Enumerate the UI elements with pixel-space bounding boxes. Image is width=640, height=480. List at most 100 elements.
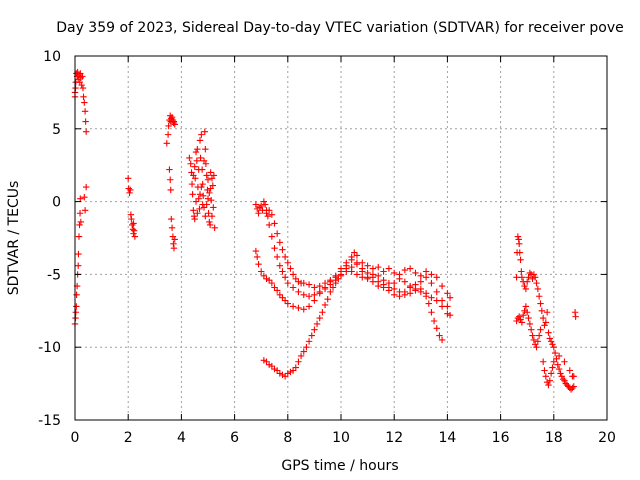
data-point bbox=[551, 349, 559, 357]
data-point bbox=[273, 287, 281, 294]
data-point bbox=[332, 279, 339, 287]
data-point bbox=[300, 306, 307, 313]
data-point bbox=[332, 272, 339, 280]
x-tick-label: 16 bbox=[492, 430, 510, 446]
data-point bbox=[72, 84, 79, 92]
x-axis-label: GPS time / hours bbox=[281, 458, 398, 474]
data-point bbox=[163, 140, 170, 147]
data-point bbox=[82, 128, 90, 135]
data-point bbox=[197, 154, 204, 162]
data-point bbox=[196, 205, 203, 213]
data-point bbox=[364, 262, 371, 269]
data-point bbox=[327, 288, 334, 296]
data-point bbox=[425, 300, 432, 307]
data-point bbox=[260, 198, 268, 205]
data-point bbox=[561, 377, 568, 384]
data-point bbox=[391, 291, 398, 298]
data-point bbox=[537, 326, 544, 333]
data-point bbox=[436, 332, 443, 339]
data-point bbox=[167, 176, 174, 183]
data-point bbox=[430, 317, 438, 325]
data-point bbox=[199, 180, 206, 188]
data-point bbox=[526, 320, 534, 328]
data-point bbox=[531, 274, 539, 281]
data-point bbox=[202, 145, 209, 153]
data-point bbox=[206, 221, 214, 229]
data-point bbox=[546, 377, 554, 384]
data-point bbox=[279, 246, 286, 253]
data-point bbox=[125, 185, 132, 192]
data-point bbox=[545, 329, 552, 336]
data-point bbox=[193, 157, 201, 165]
data-point bbox=[258, 268, 265, 275]
data-point bbox=[273, 230, 281, 237]
data-point bbox=[279, 268, 286, 275]
data-point bbox=[130, 227, 138, 234]
data-point bbox=[300, 291, 307, 298]
data-point bbox=[324, 295, 331, 303]
data-point bbox=[530, 271, 538, 278]
data-point bbox=[300, 279, 307, 287]
data-point bbox=[316, 314, 323, 322]
data-point bbox=[305, 281, 313, 288]
data-point bbox=[281, 253, 289, 261]
data-point bbox=[321, 301, 329, 309]
data-point bbox=[516, 249, 523, 256]
data-point bbox=[188, 180, 196, 188]
data-point bbox=[73, 291, 80, 298]
data-point bbox=[545, 381, 552, 389]
data-point bbox=[539, 358, 547, 365]
data-point bbox=[533, 279, 540, 287]
data-point bbox=[428, 309, 435, 316]
x-tick-label: 12 bbox=[385, 430, 403, 446]
data-point bbox=[535, 293, 543, 300]
data-point bbox=[82, 183, 90, 191]
data-point bbox=[77, 218, 85, 226]
data-point bbox=[572, 313, 579, 320]
data-point bbox=[570, 383, 577, 390]
data-point bbox=[380, 284, 387, 291]
data-point bbox=[550, 358, 557, 365]
data-point bbox=[542, 319, 550, 326]
data-point bbox=[569, 384, 576, 392]
data-point bbox=[428, 294, 435, 301]
data-point bbox=[533, 344, 540, 351]
data-point bbox=[265, 207, 273, 214]
data-point bbox=[73, 303, 80, 310]
data-point bbox=[268, 233, 276, 240]
data-point bbox=[417, 278, 424, 285]
data-point bbox=[75, 250, 82, 258]
data-point bbox=[316, 282, 323, 290]
data-point bbox=[412, 269, 419, 277]
data-point bbox=[369, 278, 377, 285]
data-point bbox=[526, 269, 534, 277]
data-point bbox=[170, 244, 178, 252]
data-point bbox=[295, 358, 302, 365]
data-point bbox=[359, 268, 366, 275]
data-point bbox=[546, 335, 554, 342]
data-point bbox=[170, 118, 178, 125]
data-point bbox=[198, 183, 205, 191]
data-point bbox=[204, 176, 212, 183]
data-point bbox=[321, 279, 329, 287]
data-point bbox=[534, 285, 542, 293]
data-point bbox=[375, 263, 382, 271]
data-point bbox=[524, 309, 531, 316]
data-point bbox=[412, 281, 419, 288]
data-point bbox=[396, 293, 403, 300]
x-tick-label: 6 bbox=[230, 430, 239, 446]
data-point bbox=[353, 261, 361, 268]
data-point bbox=[516, 313, 523, 320]
data-point bbox=[555, 352, 563, 360]
y-tick-label: -10 bbox=[38, 340, 61, 356]
data-point bbox=[428, 279, 435, 287]
data-point bbox=[295, 304, 302, 312]
data-point bbox=[167, 186, 174, 194]
data-point bbox=[422, 293, 430, 300]
data-point bbox=[417, 272, 424, 280]
data-point bbox=[375, 282, 382, 290]
data-point bbox=[311, 297, 318, 304]
data-point bbox=[303, 344, 310, 351]
axis-ticks bbox=[74, 55, 608, 421]
